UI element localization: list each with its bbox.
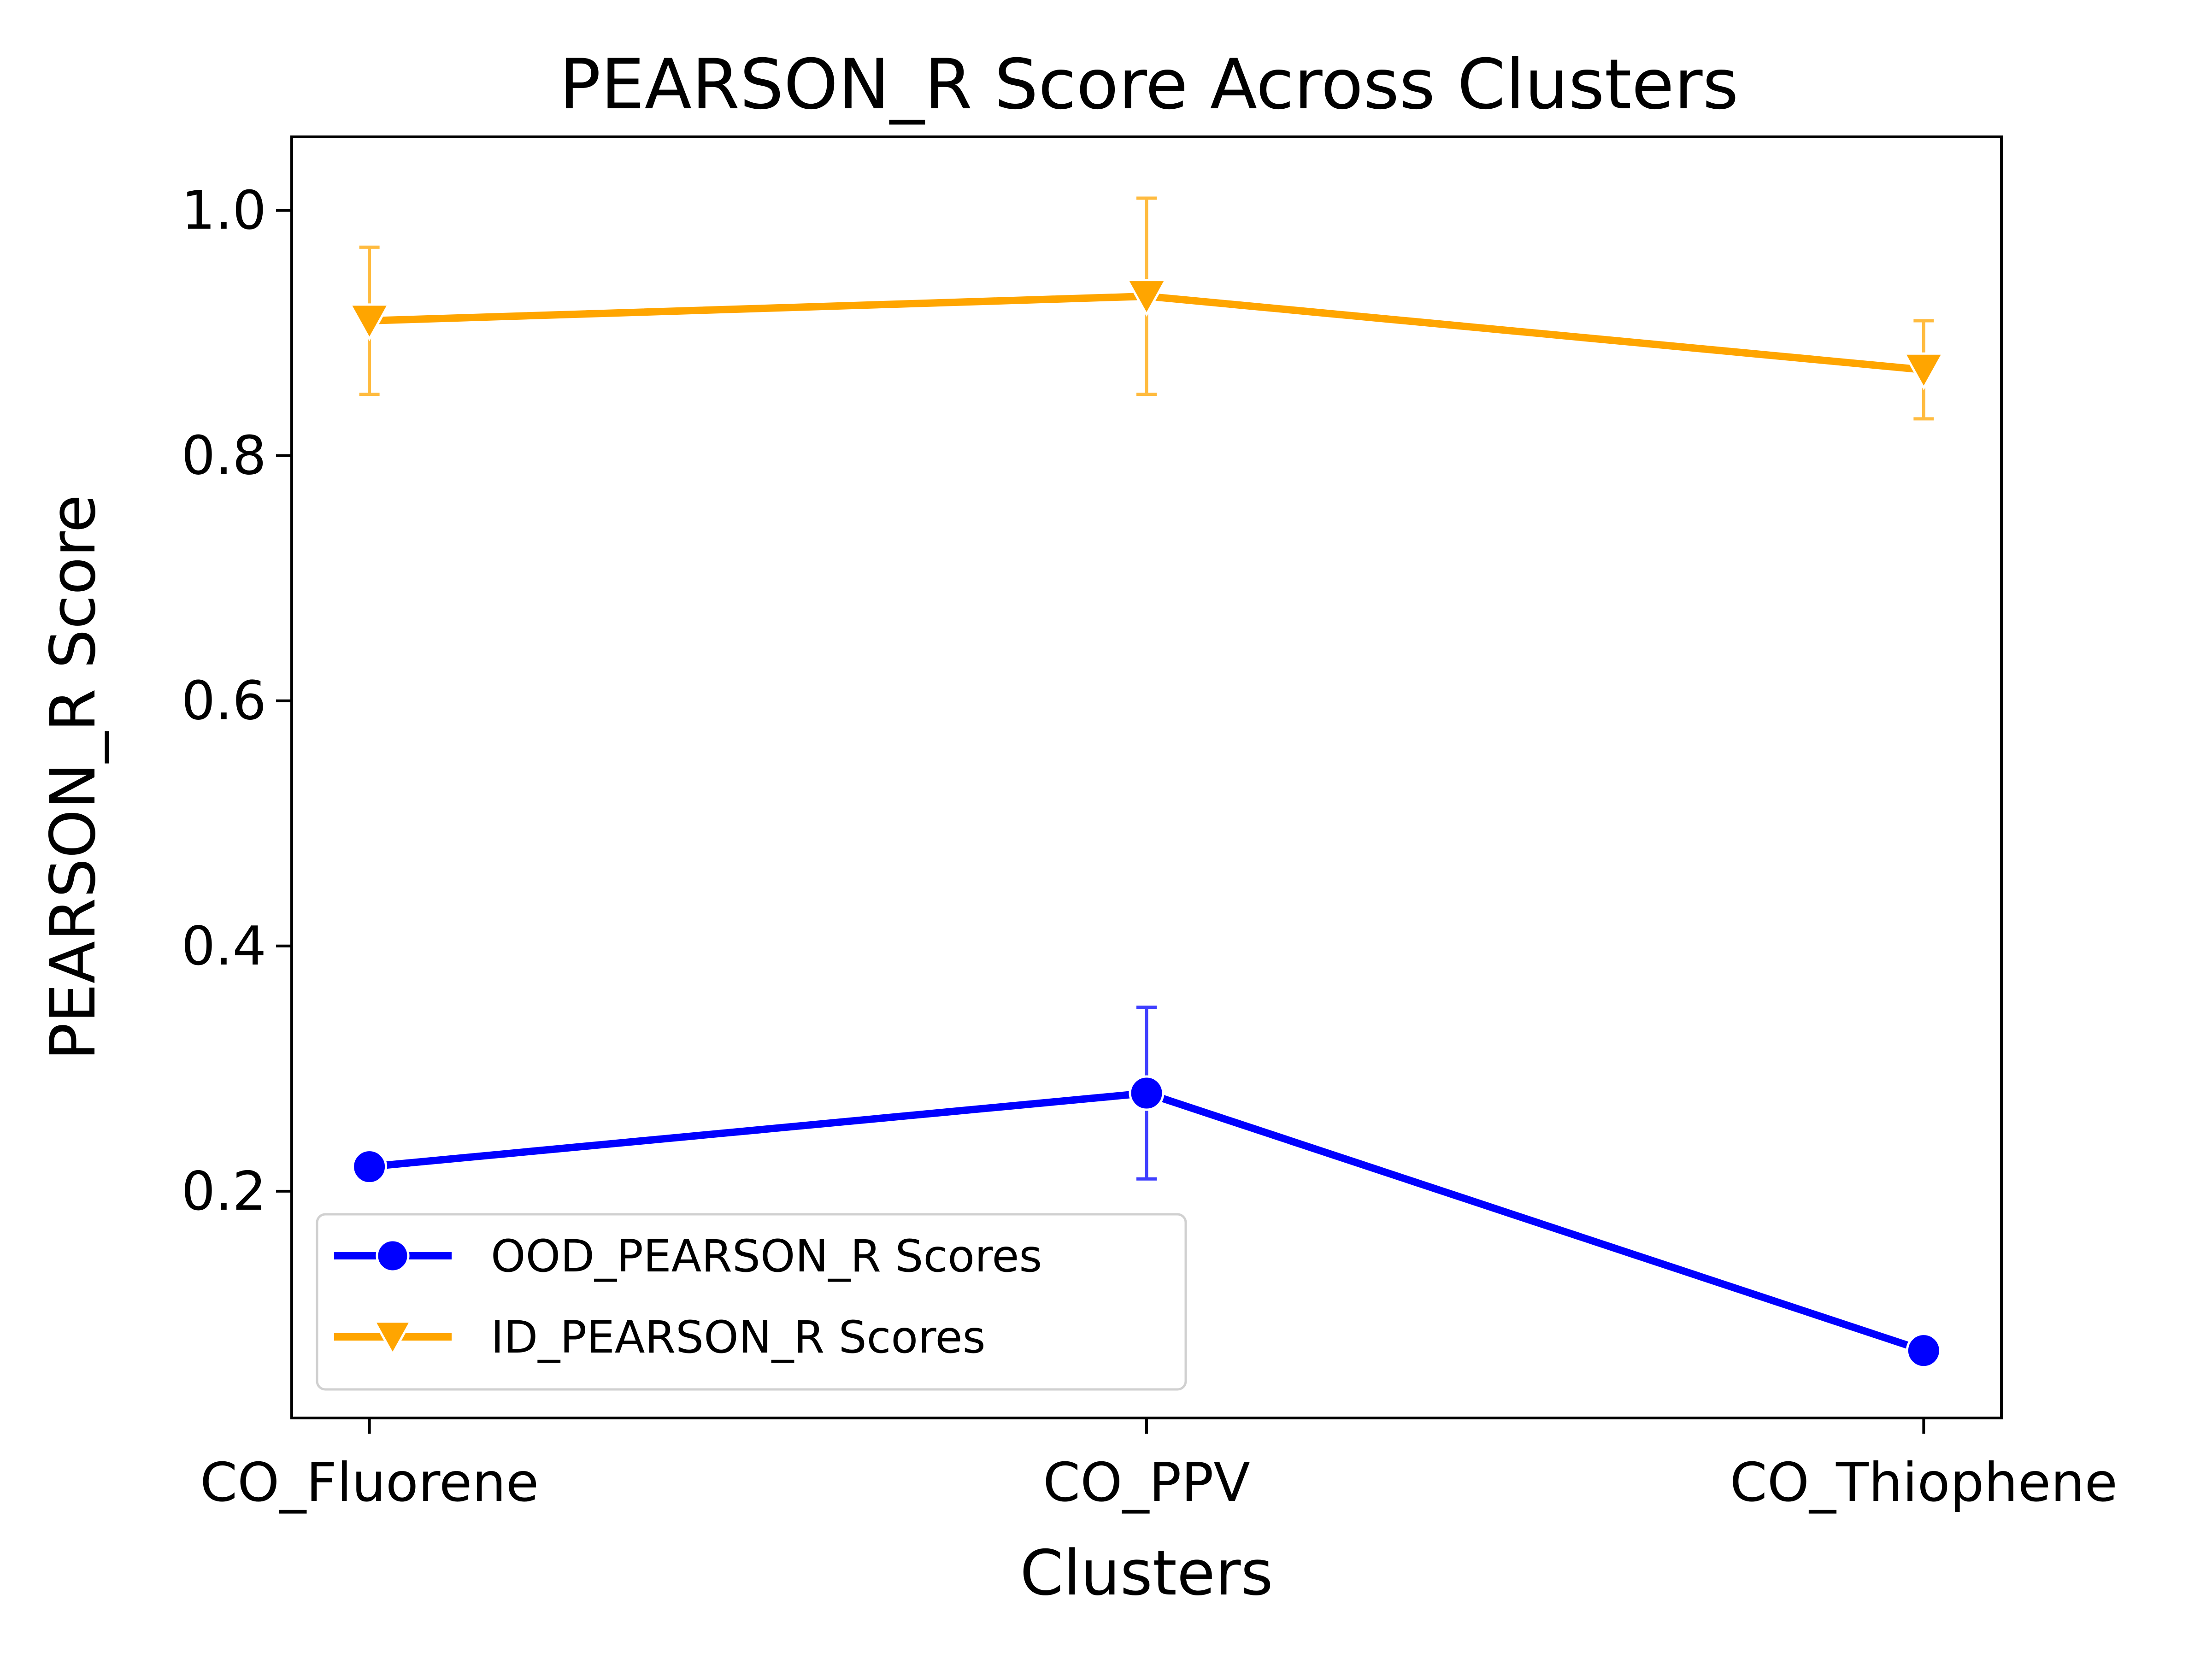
legend-box: [316, 1213, 1187, 1391]
x-axis-ticks: CO_Fluorene CO_PPV CO_Thiophene: [200, 1418, 2118, 1514]
series-1: [348, 196, 1945, 421]
y-tick-label: 0.2: [182, 1160, 266, 1223]
y-tick-label: 1.0: [182, 180, 266, 242]
plot-frame: [290, 135, 2003, 1419]
y-tick-label: 0.4: [182, 915, 266, 977]
y-axis-label: PEARSON_R Score: [37, 494, 109, 1060]
data-point: [1902, 352, 1945, 390]
legend-label: ID_PEARSON_R Scores: [491, 1312, 986, 1363]
x-tick-label: CO_Fluorene: [200, 1452, 539, 1514]
series-0: [352, 1006, 1941, 1369]
x-tick-label: CO_PPV: [1043, 1452, 1250, 1514]
x-axis-label: Clusters: [1020, 1537, 1273, 1609]
legend: OOD_PEARSON_R Scores ID_PEARSON_R Scores: [316, 1213, 1187, 1391]
chart-title: PEARSON_R Score Across Clusters: [559, 45, 1738, 125]
data-point: [1906, 1333, 1941, 1369]
legend-entry: ID_PEARSON_R Scores: [334, 1312, 986, 1363]
legend-marker: [372, 1320, 413, 1357]
legend-entry: OOD_PEARSON_R Scores: [334, 1230, 1042, 1282]
legend-label: OOD_PEARSON_R Scores: [491, 1230, 1042, 1282]
x-tick-label: CO_Thiophene: [1730, 1452, 2118, 1514]
legend-entries: OOD_PEARSON_R Scores ID_PEARSON_R Scores: [334, 1230, 1042, 1363]
data-point: [352, 1149, 388, 1185]
y-tick-label: 0.6: [182, 670, 266, 732]
y-axis-ticks: 0.2 0.4 0.6 0.8 1.0: [182, 180, 292, 1223]
legend-marker: [376, 1239, 410, 1273]
data-point: [348, 303, 391, 341]
data-point: [1129, 1075, 1165, 1111]
data-point: [1125, 279, 1168, 317]
y-tick-label: 0.8: [182, 425, 266, 487]
series-layer: [348, 196, 1945, 1369]
